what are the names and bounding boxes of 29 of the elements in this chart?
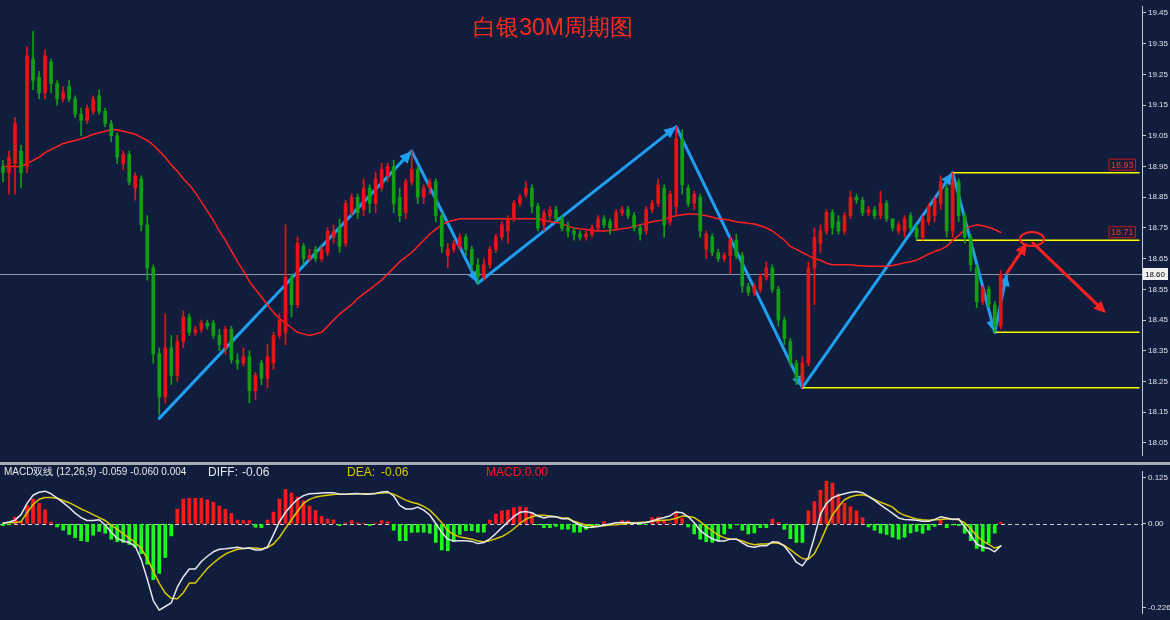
y-tick-label: 18.35: [1148, 345, 1169, 355]
y-tick-label: 18.95: [1148, 161, 1169, 171]
y-tick-label: -0.226: [1148, 603, 1170, 613]
annotation: MACD双线 (12,26,9) -0.059 -0.060 0.004: [4, 466, 187, 478]
y-tick-label: 0.00: [1148, 519, 1165, 529]
y-tick-label: 19.15: [1148, 100, 1169, 110]
y-tick-label: 18.15: [1148, 407, 1169, 417]
y-tick-label: 18.45: [1148, 315, 1169, 325]
y-tick-label: 19.25: [1148, 69, 1169, 79]
annotation: 0.00: [524, 465, 549, 479]
y-tick-label: 18.55: [1148, 284, 1169, 294]
series-label: DEA:: [347, 465, 376, 479]
annotation: -0.06: [381, 465, 409, 479]
text: DIFF:: [208, 465, 239, 479]
ref-line-label: 18.60: [1145, 269, 1166, 279]
y-tick-label: 18.65: [1148, 253, 1169, 263]
y-tick-label: 18.05: [1148, 438, 1169, 448]
annotation: -0.06: [242, 465, 270, 479]
y-tick-label: 0.125: [1148, 472, 1169, 482]
y-tick-label: 19.05: [1148, 130, 1169, 140]
text: MACD:: [486, 465, 525, 479]
y-tick-label: 19.45: [1148, 8, 1169, 18]
series-label: 18.93: [1110, 159, 1134, 170]
y-tick-label: 18.25: [1148, 376, 1169, 386]
y-tick-label: 19.35: [1148, 38, 1169, 48]
chart-title: 白银30M周期图: [472, 13, 634, 41]
y-tick-label: 18.75: [1148, 223, 1169, 233]
y-tick-label: 18.85: [1148, 192, 1169, 202]
series-label: 18.71: [1110, 227, 1134, 238]
